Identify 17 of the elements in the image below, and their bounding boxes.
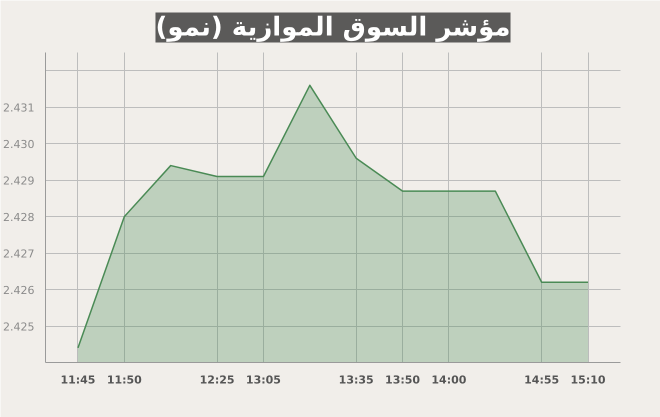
y-tick-label: 2.426 (3, 284, 35, 298)
x-tick-label: 14:55 (524, 374, 560, 386)
x-tick-label: 11:45 (60, 374, 96, 386)
x-tick-label: 15:10 (570, 374, 606, 386)
y-tick-label: 2.428 (3, 211, 35, 224)
y-tick-label: 2.431 (3, 102, 35, 115)
y-tick-label: 2.429 (3, 174, 35, 188)
x-tick-label: 13:05 (246, 374, 281, 386)
x-tick-label: 11:50 (106, 374, 142, 386)
y-tick-label: 2.430 (3, 138, 35, 152)
x-tick-label: 14:00 (431, 374, 467, 386)
x-tick-label: 13:35 (338, 374, 374, 386)
x-tick-label: 13:50 (385, 374, 420, 386)
y-tick-label: 2.425 (3, 320, 35, 334)
y-tick-label: 2.427 (3, 248, 35, 261)
x-tick-label: 12:25 (200, 374, 235, 386)
chart-title: مؤشر السوق الموازية (نمو) (155, 12, 511, 42)
